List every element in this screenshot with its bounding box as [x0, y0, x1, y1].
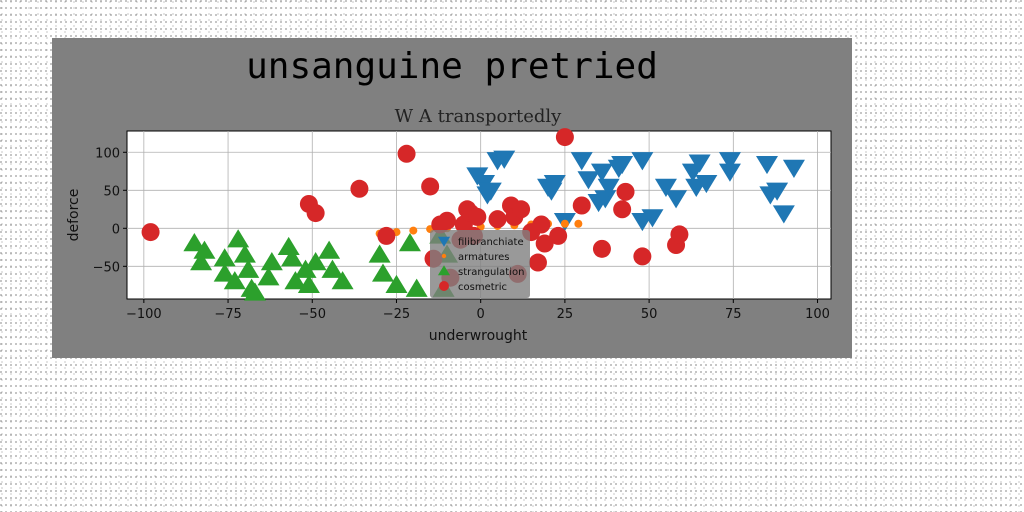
data-point-filibranchiate [631, 152, 654, 171]
data-point-cosmetric [141, 223, 160, 242]
data-point-cosmetric [592, 239, 611, 258]
data-point-cosmetric [306, 204, 325, 223]
x-tick-label: 0 [477, 307, 485, 322]
data-point-armatures [574, 219, 583, 228]
data-point-cosmetric [670, 225, 689, 244]
legend-box [430, 230, 530, 298]
x-tick-label: 25 [557, 307, 574, 322]
y-tick-label: −50 [93, 260, 120, 275]
data-point-cosmetric [488, 210, 507, 229]
x-tick-label: −100 [126, 307, 162, 322]
data-point-strangulation [257, 267, 280, 286]
data-point-strangulation [190, 252, 213, 271]
data-point-strangulation [227, 229, 250, 248]
legend-marker-armatures [441, 253, 447, 259]
chart-title: unsanguine pretried [246, 46, 658, 87]
data-point-strangulation [321, 259, 344, 278]
legend-marker-strangulation [437, 265, 451, 276]
data-point-cosmetric [377, 226, 396, 245]
data-point-cosmetric [549, 226, 568, 245]
data-point-filibranchiate [772, 205, 795, 224]
data-point-filibranchiate [570, 152, 593, 171]
legend-marker-filibranchiate [437, 236, 451, 247]
data-point-strangulation [213, 263, 236, 282]
data-point-filibranchiate [590, 163, 613, 182]
data-point-filibranchiate [479, 182, 502, 201]
x-tick-label: −50 [299, 307, 326, 322]
data-point-strangulation [281, 248, 304, 267]
axis-ticks: −100 −75 −50 −25 0 25 50 75 100 −50 0 50 100 [93, 146, 830, 322]
data-point-cosmetric [633, 247, 652, 266]
x-tick-label: 50 [641, 307, 658, 322]
y-tick-label: 50 [103, 184, 120, 199]
data-point-strangulation [244, 282, 266, 301]
data-point-filibranchiate [654, 178, 677, 197]
data-point-strangulation [304, 252, 327, 271]
legend-label: strangulation [458, 267, 524, 278]
data-point-cosmetric [397, 144, 416, 163]
data-point-filibranchiate [695, 174, 718, 194]
x-tick-label: −25 [383, 307, 410, 322]
data-point-filibranchiate [577, 171, 600, 190]
data-point-strangulation [398, 233, 421, 252]
data-point-cosmetric [438, 211, 456, 230]
data-point-filibranchiate [493, 150, 516, 169]
data-point-filibranchiate [718, 163, 741, 182]
data-point-strangulation [385, 274, 408, 294]
data-point-armatures [560, 219, 569, 228]
data-point-filibranchiate [766, 182, 789, 201]
data-point-strangulation [297, 274, 320, 294]
x-axis-label: underwrought [429, 328, 528, 344]
y-axis-label: deforce [66, 189, 82, 242]
data-point-filibranchiate [631, 213, 654, 232]
data-point-armatures [409, 226, 418, 235]
data-point-strangulation [213, 248, 236, 267]
data-point-filibranchiate [597, 178, 620, 197]
data-point-strangulation [318, 240, 341, 259]
data-point-filibranchiate [665, 190, 688, 209]
x-tick-label: −75 [214, 307, 241, 322]
data-point-filibranchiate [587, 193, 610, 213]
data-point-cosmetric [421, 177, 440, 196]
data-point-cosmetric [555, 128, 574, 147]
legend-label: cosmetric [458, 282, 507, 293]
data-point-strangulation [193, 240, 216, 259]
data-point-cosmetric [528, 253, 547, 272]
data-point-strangulation [233, 244, 256, 263]
data-point-strangulation [331, 271, 354, 290]
data-point-cosmetric [468, 207, 487, 226]
data-point-strangulation [284, 271, 307, 290]
data-point-cosmetric [532, 215, 551, 234]
data-point-strangulation [372, 263, 394, 282]
data-point-filibranchiate [756, 155, 778, 175]
data-point-strangulation [368, 244, 391, 263]
data-point-filibranchiate [782, 159, 805, 178]
y-tick-label: 0 [112, 222, 120, 237]
data-point-filibranchiate [611, 155, 634, 175]
legend-marker-cosmetric [439, 281, 449, 291]
legend-label: filibranchiate [458, 237, 524, 248]
x-tick-label: 100 [805, 307, 830, 322]
data-point-filibranchiate [543, 174, 566, 194]
data-point-cosmetric [613, 200, 632, 219]
data-point-cosmetric [350, 179, 369, 198]
data-point-strangulation [237, 259, 260, 278]
data-point-filibranchiate [688, 154, 711, 173]
data-point-cosmetric [616, 182, 635, 201]
data-point-strangulation [223, 271, 246, 290]
x-tick-label: 75 [725, 307, 742, 322]
axes-subtitle: W A transportedly [395, 106, 562, 127]
data-point-cosmetric [512, 200, 531, 219]
data-point-strangulation [260, 252, 283, 271]
data-point-strangulation [405, 278, 428, 297]
data-point-cosmetric [572, 196, 591, 215]
legend: filibranchiate armatures strangulation cosm… [430, 230, 530, 298]
legend-label: armatures [458, 252, 509, 263]
data-point-cosmetric [535, 234, 554, 253]
data-point-filibranchiate [718, 152, 741, 171]
y-tick-label: 100 [95, 146, 120, 161]
data-point-strangulation [277, 236, 300, 256]
data-point-strangulation [183, 233, 206, 252]
